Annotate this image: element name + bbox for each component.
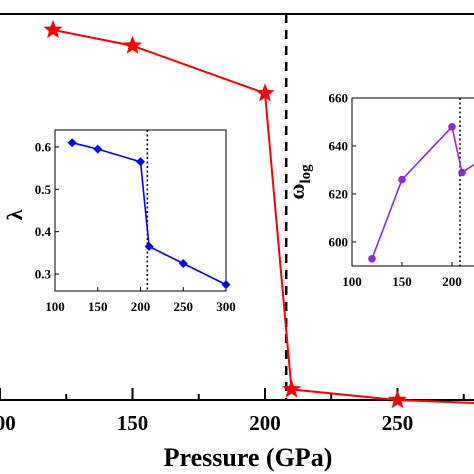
- x-tick-label: 250: [174, 299, 194, 314]
- inset-lambda-frame: [54, 129, 227, 292]
- y-tick-label: 0.6: [35, 139, 52, 154]
- x-tick-label: 250: [382, 411, 414, 435]
- main-x-ticks: 100 150 200 250: [0, 388, 465, 435]
- x-tick-label: 200: [249, 411, 281, 435]
- data-point-circle: [368, 254, 376, 263]
- main-plot: 100 150 200 250 Pressure (GPa): [0, 13, 474, 472]
- data-point-circle: [398, 175, 406, 184]
- x-tick-label: 150: [88, 299, 108, 314]
- x-tick-label: 100: [342, 274, 362, 289]
- x-tick-label: 100: [0, 411, 16, 435]
- y-tick-label: 660: [329, 91, 349, 106]
- main-series-points: [43, 19, 407, 409]
- inset-lambda-series-points: [67, 138, 231, 290]
- data-point-diamond: [67, 138, 77, 148]
- y-tick-label: 0.5: [35, 182, 52, 197]
- x-tick-label: 150: [392, 274, 412, 289]
- main-plot-frame: [0, 13, 474, 401]
- inset-lambda-series-line: [71, 141, 227, 286]
- main-x-axis-title: Pressure (GPa): [164, 443, 333, 472]
- x-tick-label: 100: [45, 299, 65, 314]
- main-series-line: [52, 28, 474, 405]
- inset-lambda-x-ticks: 100 150 200 250 300: [45, 287, 236, 314]
- data-point-diamond: [221, 280, 231, 290]
- data-point-circle: [448, 123, 456, 131]
- data-point-diamond: [144, 242, 154, 252]
- inset-omega-frame: [351, 97, 474, 267]
- inset-omega-y-ticks: 600 620 640 660: [329, 91, 356, 250]
- data-point-diamond: [178, 258, 188, 268]
- x-tick-label: 200: [442, 274, 462, 289]
- y-tick-label: 0.3: [35, 267, 52, 282]
- data-point-star: [388, 390, 407, 409]
- data-point-diamond: [93, 144, 103, 154]
- x-tick-label: 300: [216, 299, 236, 314]
- data-point-star: [255, 83, 275, 102]
- inset-lambda: 100 150 200 250 300 0.3 0.4 0.5 0.6 λ: [2, 129, 236, 314]
- data-point-star: [43, 19, 63, 38]
- inset-omega: 100 150 200 600 620 640 660 ωlog: [284, 91, 474, 289]
- data-point-diamond: [136, 157, 145, 167]
- data-point-star: [123, 35, 142, 54]
- inset-omega-series-points: [368, 123, 466, 263]
- y-tick-label: 0.4: [35, 224, 52, 239]
- y-tick-label: 640: [329, 139, 349, 154]
- inset-omega-y-axis-title: ωlog: [284, 164, 314, 200]
- x-tick-label: 150: [117, 411, 149, 435]
- x-tick-label: 200: [131, 299, 151, 314]
- data-point-star: [282, 379, 301, 398]
- y-tick-label: 600: [329, 235, 349, 250]
- inset-lambda-y-axis-title: λ: [2, 209, 27, 220]
- inset-lambda-y-ticks: 0.3 0.4 0.5 0.6: [35, 139, 59, 282]
- y-tick-label: 620: [329, 187, 349, 202]
- data-point-circle: [458, 168, 466, 177]
- inset-omega-x-ticks: 100 150 200: [342, 262, 462, 289]
